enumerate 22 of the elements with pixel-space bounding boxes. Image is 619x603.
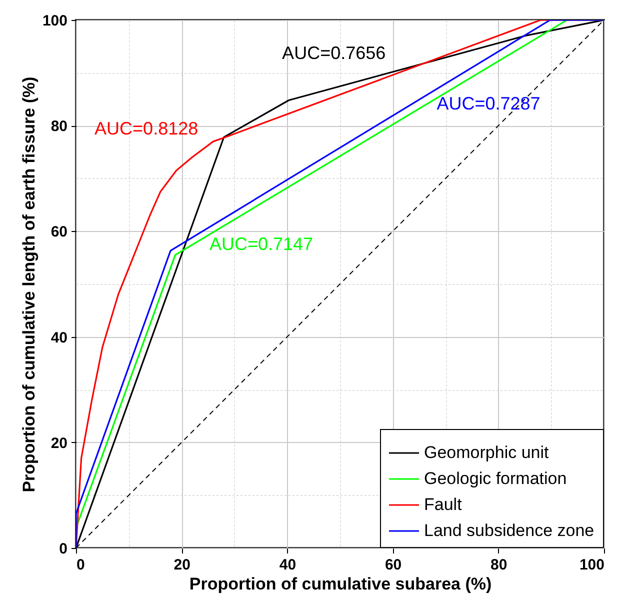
y-tick-label: 80	[50, 118, 68, 136]
y-tick-label: 60	[50, 224, 68, 241]
annotation: AUC=0.8128	[94, 118, 198, 138]
y-tick-label: 40	[50, 329, 68, 346]
y-tick-label: 20	[50, 434, 68, 452]
annotation: AUC=0.7656	[282, 43, 386, 64]
legend-label: Fault	[424, 495, 462, 514]
x-axis-title: Proportion of cumulative subarea (%)	[189, 574, 492, 594]
x-tick-label: 40	[279, 556, 296, 574]
x-tick-label: 60	[384, 556, 402, 574]
legend-label: Geomorphic unit	[424, 443, 550, 462]
annotation: AUC=0.7147	[209, 234, 314, 254]
legend-label: Land subsidence zone	[424, 521, 594, 540]
legend-label: Geologic formation	[424, 469, 567, 488]
y-axis-title: Proportion of cumulative length of earth fissure (%)	[19, 76, 38, 492]
annotation: AUC=0.7287	[436, 94, 540, 114]
x-tick-label: 100	[579, 556, 604, 574]
x-tick-label: 80	[490, 556, 508, 574]
x-tick-label: 0	[76, 556, 85, 574]
y-tick-label: 100	[42, 12, 68, 30]
y-tick-label: 0	[59, 540, 68, 558]
x-tick-label: 20	[174, 556, 190, 574]
